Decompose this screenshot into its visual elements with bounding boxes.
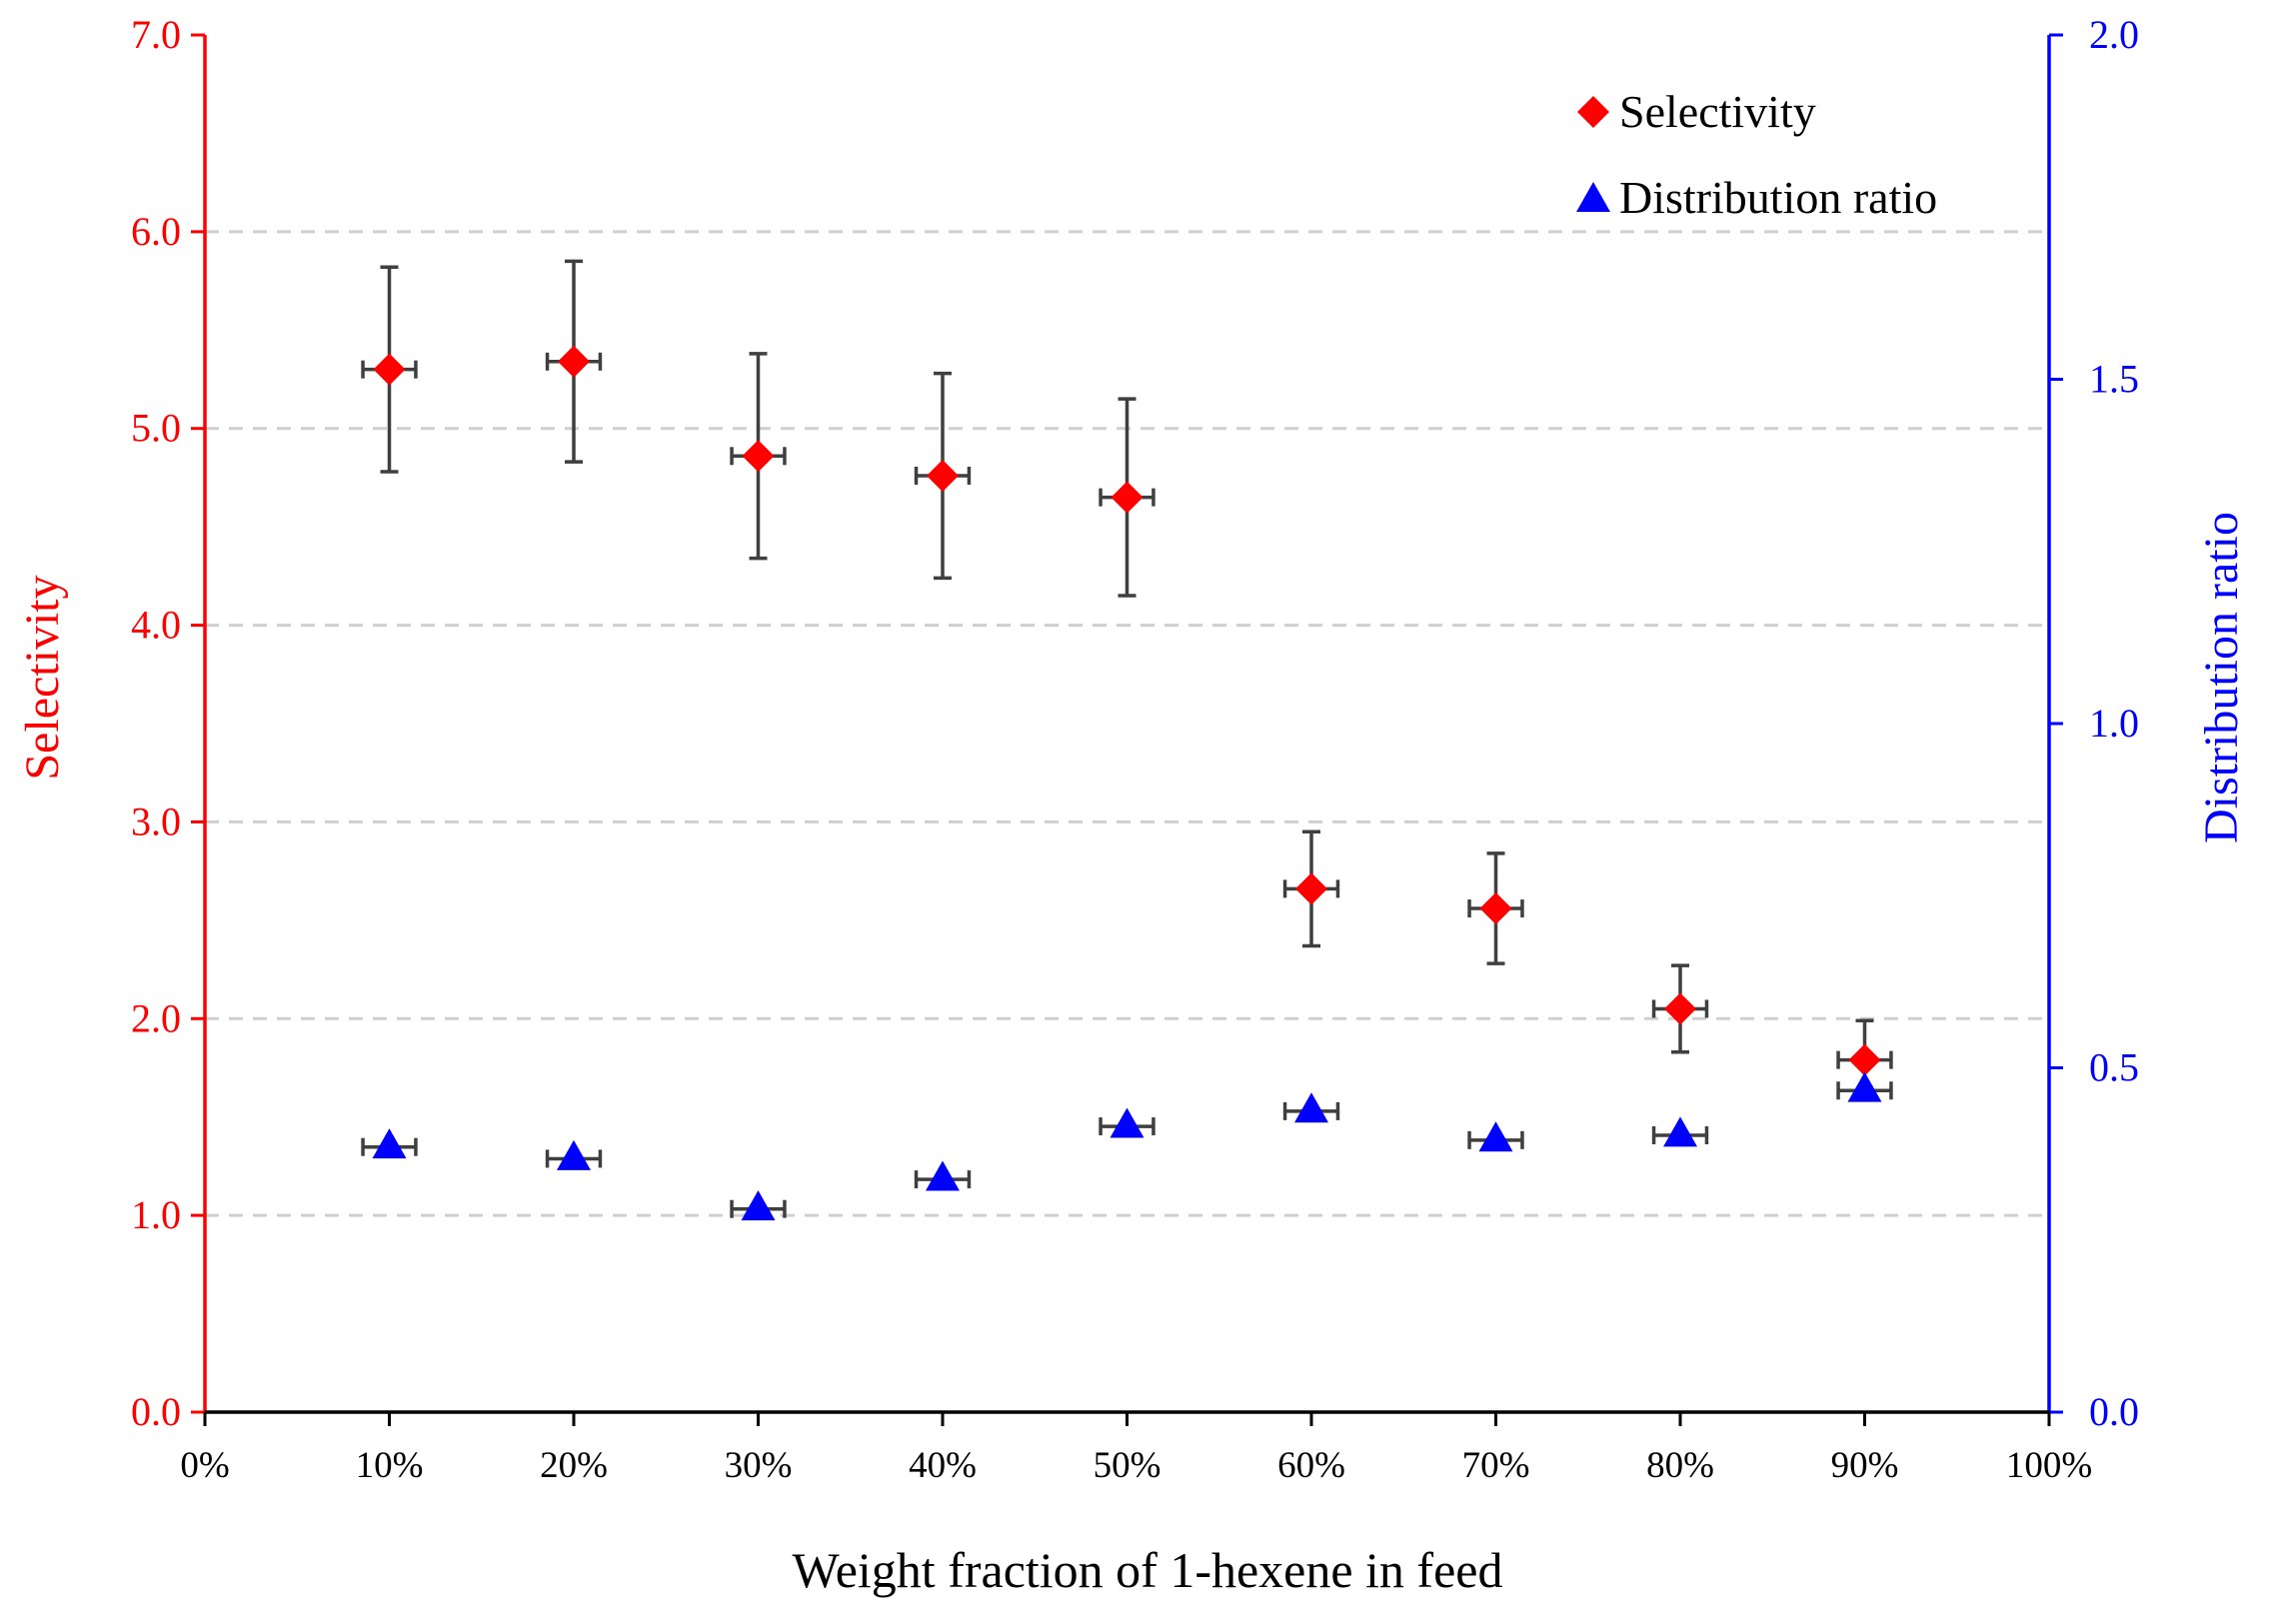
legend: Selectivity Distribution ratio	[1576, 86, 1937, 223]
x-tick-label-5: 50%	[1094, 1445, 1161, 1486]
distribution-ratio-point-8	[1847, 1071, 1882, 1102]
selectivity-point-3	[927, 459, 959, 492]
distribution-ratio-point-6	[1478, 1121, 1513, 1152]
legend-item-selectivity: Selectivity	[1577, 86, 1816, 137]
y-left-tick-label-2: 2.0	[131, 995, 181, 1040]
tick-labels: 0.0 1.0 2.0 3.0 4.0 5.0 6.0 7.0 0.0 0.5 1.0 1.5 2.0 0…	[131, 12, 2139, 1486]
legend-triangle-icon	[1576, 182, 1610, 212]
x-tick-label-1: 10%	[356, 1445, 424, 1486]
y-left-tick-label-6: 6.0	[131, 209, 181, 254]
distribution-ratio-point-3	[926, 1160, 960, 1191]
x-tick-label-9: 90%	[1831, 1445, 1899, 1486]
distribution-ratio-point-0	[372, 1128, 407, 1159]
selectivity-point-1	[558, 345, 590, 378]
x-tick-label-7: 70%	[1462, 1445, 1530, 1486]
legend-diamond-icon	[1577, 96, 1609, 128]
selectivity-point-4	[1111, 481, 1143, 514]
y-right-tick-label-0: 0.0	[2089, 1389, 2139, 1434]
legend-label-selectivity: Selectivity	[1619, 86, 1816, 137]
x-tick-label-4: 40%	[909, 1445, 977, 1486]
x-tick-label-10: 100%	[2006, 1445, 2092, 1486]
y-left-tick-label-0: 0.0	[131, 1389, 181, 1434]
selectivity-point-0	[373, 353, 406, 386]
y-left-tick-label-4: 4.0	[131, 603, 181, 648]
series-distribution-ratio	[361, 1071, 1893, 1221]
x-tick-label-6: 60%	[1277, 1445, 1345, 1486]
selectivity-point-5	[1295, 872, 1327, 905]
y-right-tick-label-2: 1.0	[2089, 701, 2139, 746]
y-right-tick-label-3: 1.5	[2089, 357, 2139, 402]
y-axis-title-left: Selectivity	[16, 575, 69, 780]
x-tick-label-8: 80%	[1646, 1445, 1714, 1486]
legend-item-distribution-ratio: Distribution ratio	[1576, 172, 1937, 223]
distribution-ratio-point-7	[1663, 1116, 1697, 1147]
selectivity-point-6	[1479, 892, 1512, 925]
selectivity-point-8	[1848, 1043, 1881, 1076]
x-axis-title: Weight fraction of 1-hexene in feed	[793, 1542, 1503, 1598]
x-tick-label-2: 20%	[540, 1445, 608, 1486]
data-marks	[361, 259, 1893, 1221]
selectivity-point-2	[742, 440, 775, 473]
selectivity-point-7	[1664, 992, 1696, 1025]
legend-label-distribution-ratio: Distribution ratio	[1619, 172, 1937, 223]
distribution-ratio-point-4	[1110, 1107, 1144, 1138]
series-selectivity	[361, 259, 1893, 1101]
gridlines	[205, 230, 2049, 1217]
x-tick-label-0: 0%	[180, 1445, 229, 1486]
y-axis-title-right: Distribution ratio	[2195, 512, 2248, 843]
y-left-tick-label-5: 5.0	[131, 406, 181, 451]
x-tick-label-3: 30%	[725, 1445, 793, 1486]
distribution-ratio-point-1	[557, 1139, 591, 1170]
y-left-tick-label-1: 1.0	[131, 1192, 181, 1237]
distribution-ratio-point-2	[741, 1190, 776, 1221]
axes	[191, 33, 2063, 1426]
distribution-ratio-point-5	[1294, 1092, 1328, 1123]
y-left-tick-label-3: 3.0	[131, 799, 181, 843]
y-right-tick-label-4: 2.0	[2089, 12, 2139, 57]
y-left-tick-label-7: 7.0	[131, 12, 181, 57]
y-right-tick-label-1: 0.5	[2089, 1045, 2139, 1090]
